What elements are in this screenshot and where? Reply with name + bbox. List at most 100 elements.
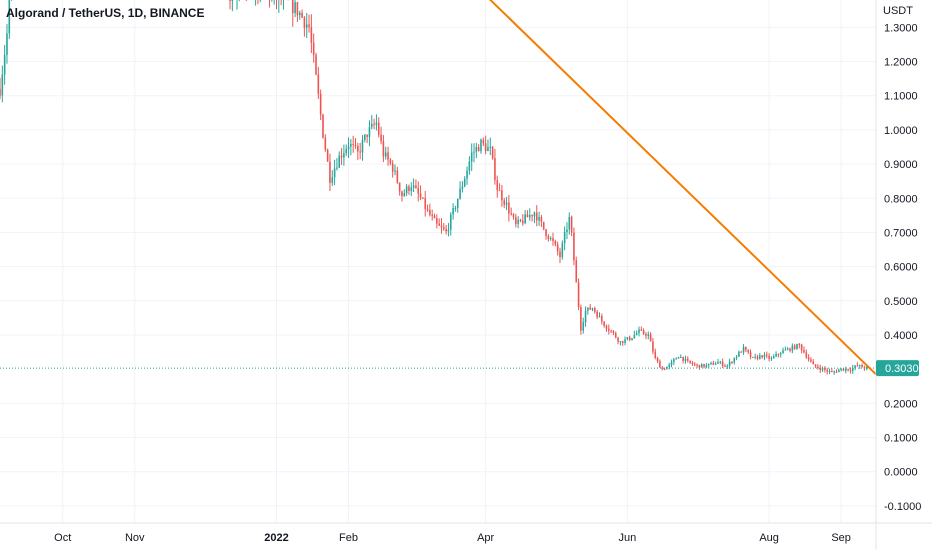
candle-body — [350, 144, 352, 147]
candle-body — [331, 177, 334, 183]
price-tick-label: -0.1000 — [884, 501, 921, 513]
candle-body — [231, 0, 234, 1]
candle-body — [689, 360, 691, 363]
candle-body — [419, 193, 422, 198]
time-tick-label: 2022 — [264, 532, 288, 544]
last-price-tag-label: 0.3030 — [885, 363, 919, 375]
candle-body — [573, 232, 575, 261]
candle-body — [501, 190, 503, 201]
candle-body — [786, 348, 789, 350]
candle-body — [291, 0, 294, 14]
symbol-title[interactable]: Algorand / TetherUS, 1D, BINANCE — [6, 6, 205, 20]
candle-body — [489, 146, 492, 148]
candle-body — [661, 367, 664, 370]
candle-body — [717, 362, 719, 364]
candle-body — [851, 367, 854, 371]
candle-body — [394, 170, 396, 172]
candle-body — [498, 190, 501, 192]
candle-body — [612, 331, 615, 334]
candle-body — [301, 12, 303, 18]
candle-body — [352, 144, 354, 146]
candle-body — [556, 244, 559, 252]
candle-body — [468, 161, 471, 171]
candle-body — [463, 178, 466, 187]
candle-body — [410, 187, 413, 191]
candle-body — [614, 333, 617, 338]
candle-body — [496, 180, 499, 191]
candle-body — [336, 167, 338, 169]
candle-body — [761, 355, 763, 358]
candle-body — [587, 307, 589, 311]
candle-body — [698, 364, 701, 368]
candle-body — [631, 338, 633, 340]
candle-body — [768, 355, 770, 359]
candle-body — [438, 223, 440, 226]
price-tick-label: 0.7000 — [884, 227, 918, 239]
candle-body — [391, 163, 394, 172]
candle-body — [810, 359, 812, 362]
candle-body — [772, 356, 775, 359]
time-tick-label: Feb — [339, 532, 358, 544]
candle-body — [705, 365, 708, 367]
candle-body — [540, 217, 543, 222]
candle-body — [370, 123, 373, 128]
candle-body — [642, 330, 645, 334]
candle-body — [693, 364, 696, 366]
candle-body — [575, 260, 578, 283]
candle-body — [793, 345, 796, 349]
candle-body — [303, 17, 306, 28]
candle-body — [375, 122, 378, 125]
candle-body — [354, 145, 357, 147]
candle-body — [324, 137, 327, 150]
candle-body — [856, 365, 859, 367]
candle-body — [591, 308, 594, 310]
candle-body — [526, 214, 529, 218]
candle-body — [568, 216, 571, 230]
candle-body — [433, 216, 436, 219]
candle-body — [415, 185, 417, 188]
time-tick-label: Apr — [477, 532, 494, 544]
candle-body — [594, 308, 596, 312]
candle-body — [298, 12, 301, 16]
candle-body — [838, 369, 840, 373]
candle-body — [624, 339, 626, 343]
candle-body — [596, 311, 598, 318]
candle-body — [508, 202, 510, 214]
candle-body — [824, 368, 826, 370]
candle-body — [470, 152, 473, 162]
candle-body — [589, 307, 591, 310]
candle-body — [656, 357, 659, 362]
candle-body — [582, 322, 585, 331]
candle-body — [305, 24, 308, 28]
candle-body — [315, 54, 317, 75]
candle-body — [726, 365, 729, 367]
candle-body — [849, 370, 852, 372]
candle-body — [559, 251, 561, 258]
candle-body — [858, 365, 861, 367]
candle-body — [728, 361, 731, 366]
candle-body — [417, 187, 420, 194]
candle-body — [347, 146, 350, 150]
candle-body — [503, 200, 506, 205]
candle-body — [670, 361, 673, 365]
candle-body — [0, 88, 1, 96]
candle-body — [686, 358, 689, 361]
candle-body — [782, 350, 784, 354]
candle-body — [659, 361, 661, 368]
candle-body — [517, 219, 519, 224]
candle-body — [475, 147, 478, 152]
candle-body — [401, 191, 403, 197]
candle-body — [865, 366, 868, 369]
price-tick-label: 1.1000 — [884, 91, 918, 103]
candle-body — [833, 371, 835, 373]
candle-body — [329, 161, 331, 183]
candle-body — [835, 371, 838, 373]
candle-body — [680, 356, 682, 358]
candle-body — [668, 364, 670, 367]
price-tick-label: 1.3000 — [884, 22, 918, 34]
candle-body — [854, 365, 856, 368]
candle-body — [763, 354, 766, 358]
candle-body — [377, 122, 380, 135]
